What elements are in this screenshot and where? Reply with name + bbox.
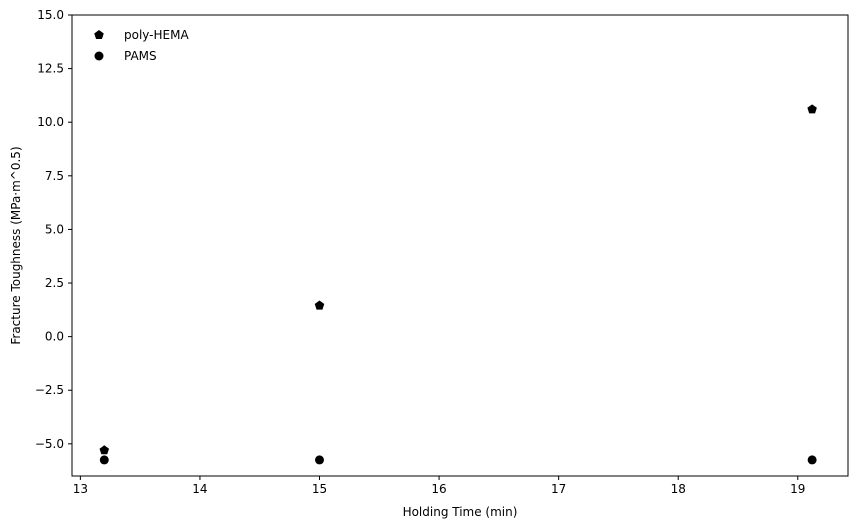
y-tick-label: −2.5 [35, 383, 64, 397]
legend-label-poly-hema: poly-HEMA [124, 28, 189, 42]
legend-label-pams: PAMS [124, 49, 157, 63]
y-axis: −5.0 −2.5 0.0 2.5 5.0 7.5 10.0 12.5 15.0 [35, 8, 72, 451]
plot-area [71, 14, 849, 477]
y-tick-label: 7.5 [45, 169, 64, 183]
legend: poly-HEMA PAMS [94, 28, 189, 63]
point-poly-hema [807, 104, 817, 114]
y-tick-label: 0.0 [45, 330, 64, 344]
y-axis-label: Fracture Toughness (MPa·m^0.5) [9, 146, 23, 344]
y-tick-label: 15.0 [37, 8, 64, 22]
x-axis-label: Holding Time (min) [403, 505, 518, 519]
x-tick-label: 13 [73, 482, 88, 496]
x-tick-label: 18 [671, 482, 686, 496]
data-points [99, 104, 817, 465]
y-tick-label: −5.0 [35, 437, 64, 451]
x-tick-label: 19 [790, 482, 805, 496]
x-tick-label: 15 [312, 482, 327, 496]
x-tick-label: 17 [551, 482, 566, 496]
y-tick-label: 5.0 [45, 222, 64, 236]
plot-frame [71, 14, 849, 477]
point-pams [99, 455, 109, 465]
y-tick-label: 10.0 [37, 115, 64, 129]
point-poly-hema [99, 445, 110, 455]
point-pams [315, 455, 325, 465]
y-tick-label: 2.5 [45, 276, 64, 290]
y-tick-label: 12.5 [37, 62, 64, 76]
legend-marker-pams [94, 51, 104, 61]
x-axis: 13 14 15 16 17 18 19 [73, 476, 805, 496]
point-poly-hema [314, 300, 325, 310]
legend-marker-poly-hema [94, 30, 104, 40]
point-pams [807, 455, 817, 465]
x-tick-label: 14 [192, 482, 207, 496]
x-tick-label: 16 [431, 482, 446, 496]
